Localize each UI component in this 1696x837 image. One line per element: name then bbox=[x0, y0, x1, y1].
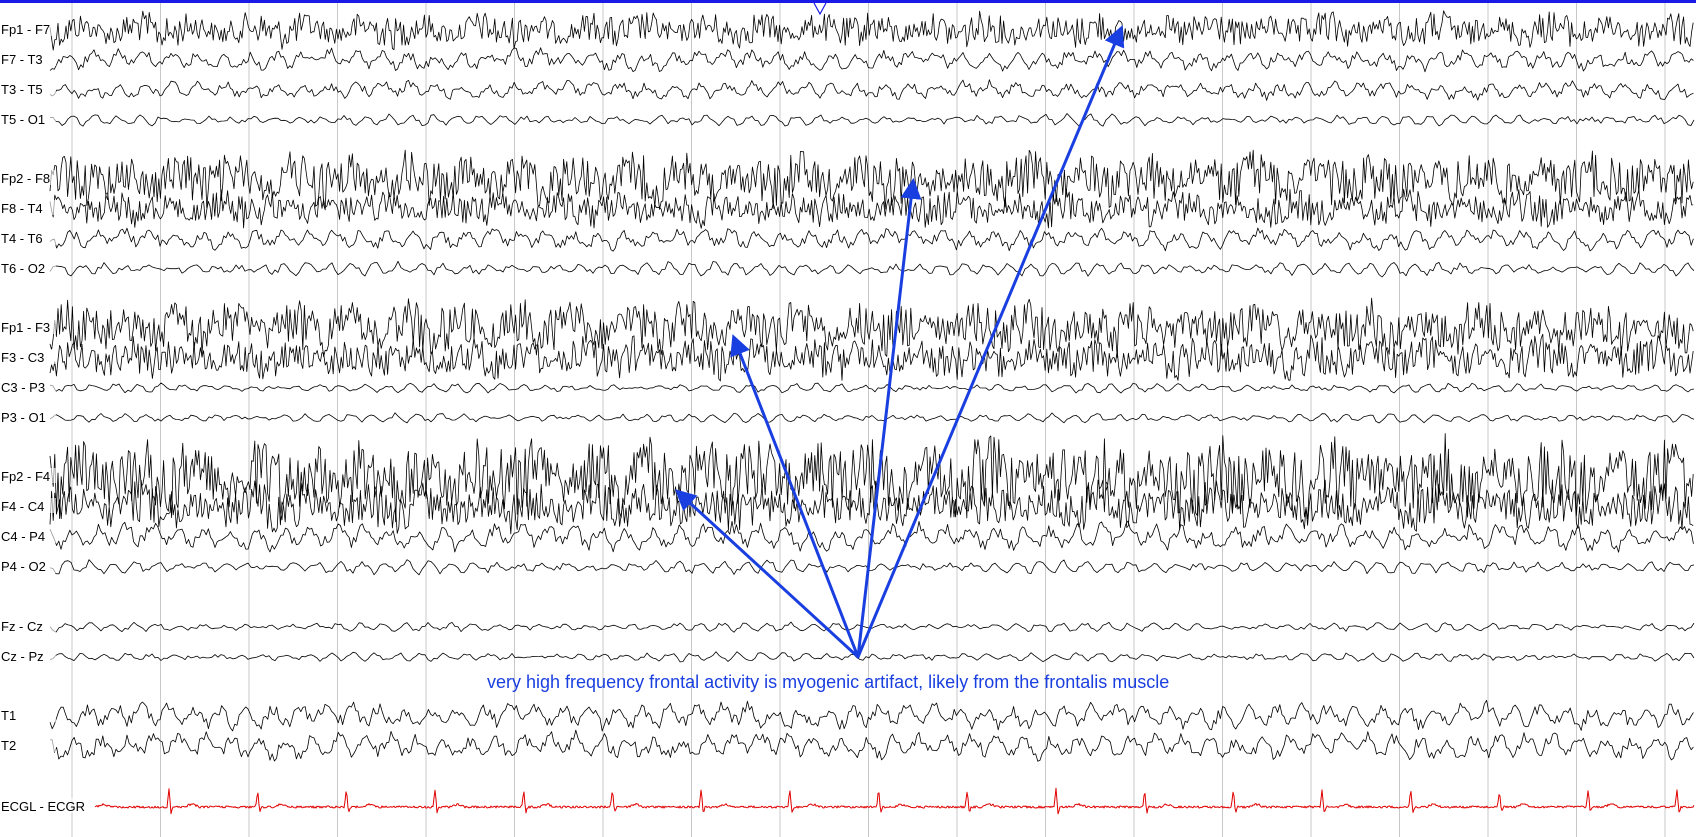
label-bg-fp1-f7 bbox=[0, 21, 56, 36]
channel-label-fz-cz: Fz - Cz bbox=[1, 619, 43, 634]
trace-t4-t6 bbox=[49, 227, 1694, 252]
label-bg-t4-t6 bbox=[0, 230, 56, 245]
trace-fp2-f4 bbox=[49, 433, 1694, 523]
channel-label-p4-o2: P4 - O2 bbox=[1, 559, 46, 574]
label-bg-t2 bbox=[0, 737, 56, 752]
top-time-bar bbox=[0, 0, 1696, 3]
channel-label-fp1-f3: Fp1 - F3 bbox=[1, 320, 50, 335]
channel-label-f8-t4: F8 - T4 bbox=[1, 201, 43, 216]
channel-label-ecg: ECGL - ECGR bbox=[1, 799, 85, 814]
label-bg-ecg bbox=[0, 798, 95, 813]
trace-p4-o2 bbox=[49, 559, 1695, 576]
annotation-text: very high frequency frontal activity is … bbox=[487, 672, 1169, 692]
annotation-arrow-fp1-f3 bbox=[730, 334, 860, 659]
channel-label-fp2-f8: Fp2 - F8 bbox=[1, 171, 50, 186]
channel-label-cz-pz: Cz - Pz bbox=[1, 649, 44, 664]
label-bg-cz-pz bbox=[0, 648, 56, 663]
channel-label-t6-o2: T6 - O2 bbox=[1, 261, 45, 276]
label-bg-p4-o2 bbox=[0, 558, 56, 573]
trace-ecg bbox=[94, 787, 1695, 815]
label-bg-t3-t5 bbox=[0, 81, 56, 96]
channel-label-p3-o1: P3 - O1 bbox=[1, 410, 46, 425]
trace-f8-t4 bbox=[49, 188, 1694, 229]
label-bg-f7-t3 bbox=[0, 51, 56, 66]
trace-fp1-f7 bbox=[49, 10, 1694, 51]
trace-t2 bbox=[49, 729, 1694, 762]
channel-label-t1: T1 bbox=[1, 708, 16, 723]
channel-labels: Fp1 - F7 F7 - T3 T3 - T5 T5 - O1 Fp2 - F8 F8 … bbox=[0, 21, 95, 814]
channel-label-c4-p4: C4 - P4 bbox=[1, 529, 45, 544]
label-bg-f3-c3 bbox=[0, 349, 56, 364]
label-bg-f8-t4 bbox=[0, 200, 56, 215]
channel-label-c3-p3: C3 - P3 bbox=[1, 380, 45, 395]
trace-f7-t3 bbox=[49, 47, 1694, 73]
trace-c3-p3 bbox=[49, 382, 1695, 394]
trace-t1 bbox=[49, 699, 1694, 732]
channel-label-t3-t5: T3 - T5 bbox=[1, 82, 43, 97]
trace-p3-o1 bbox=[49, 412, 1695, 424]
channel-label-f4-c4: F4 - C4 bbox=[1, 499, 44, 514]
annotation-arrow-fp1-f7 bbox=[856, 25, 1125, 659]
channel-label-t4-t6: T4 - T6 bbox=[1, 231, 43, 246]
trace-f4-c4 bbox=[49, 479, 1694, 535]
label-bg-t6-o2 bbox=[0, 260, 56, 275]
annotation-arrow-fp2-f8 bbox=[856, 177, 922, 659]
channel-traces bbox=[49, 10, 1695, 815]
page-marker-icon bbox=[813, 2, 827, 16]
trace-t5-o1 bbox=[49, 113, 1695, 127]
label-bg-t5-o1 bbox=[0, 111, 56, 126]
label-bg-f4-c4 bbox=[0, 498, 56, 513]
label-bg-p3-o1 bbox=[0, 409, 56, 424]
channel-label-fp2-f4: Fp2 - F4 bbox=[1, 469, 50, 484]
label-bg-t1 bbox=[0, 707, 56, 722]
label-bg-fp1-f3 bbox=[0, 319, 56, 334]
label-bg-c3-p3 bbox=[0, 379, 56, 394]
trace-f3-c3 bbox=[49, 333, 1694, 382]
label-bg-fz-cz bbox=[0, 618, 56, 633]
trace-t3-t5 bbox=[49, 79, 1694, 101]
trace-cz-pz bbox=[49, 651, 1695, 663]
channel-label-fp1-f7: Fp1 - F7 bbox=[1, 22, 50, 37]
annotation-arrows bbox=[674, 25, 1125, 659]
channel-label-t2: T2 bbox=[1, 738, 16, 753]
time-gridlines bbox=[71, 3, 1666, 837]
trace-fp2-f8 bbox=[49, 149, 1694, 211]
label-bg-fp2-f8 bbox=[0, 170, 56, 185]
channel-label-t5-o1: T5 - O1 bbox=[1, 112, 45, 127]
channel-label-f3-c3: F3 - C3 bbox=[1, 350, 44, 365]
annotation-arrow-fp2-f4 bbox=[674, 489, 860, 659]
trace-t6-o2 bbox=[49, 260, 1695, 278]
channel-label-f7-t3: F7 - T3 bbox=[1, 52, 43, 67]
label-bg-fp2-f4 bbox=[0, 468, 56, 483]
label-bg-c4-p4 bbox=[0, 528, 56, 543]
trace-fz-cz bbox=[49, 621, 1695, 633]
